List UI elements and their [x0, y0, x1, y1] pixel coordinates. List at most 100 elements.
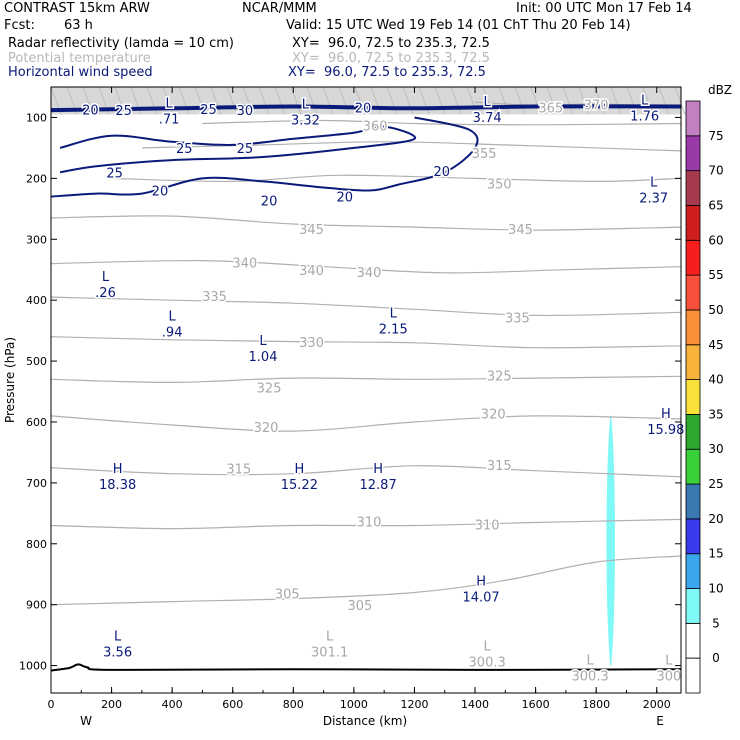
theta-label: 340 — [232, 257, 257, 272]
y-tick-label: 200 — [26, 172, 47, 185]
y-tick-label: 500 — [26, 355, 47, 368]
upper-band-hatch — [210, 86, 222, 115]
theta-label: 350 — [487, 177, 512, 192]
theta-label: 365 — [538, 101, 563, 116]
theta-label: 355 — [472, 147, 497, 162]
theta-labels: 370 365 360 355 350 345 345 340 340 340 335 335 330 3… — [201, 97, 610, 616]
theta-contour-345 — [50, 215, 682, 231]
x-tick-label: 400 — [162, 698, 183, 711]
extremum-type: L — [114, 629, 122, 644]
theta-label: 370 — [584, 98, 609, 113]
colorbar-tick-label: 60 — [708, 233, 723, 247]
extremum-type: H — [476, 574, 486, 589]
wind-label: 25 — [200, 103, 217, 118]
wind-label: 25 — [176, 142, 193, 157]
colorbar-box — [685, 414, 701, 450]
colorbar-box — [685, 135, 701, 172]
extremum-type: L — [302, 98, 310, 113]
x-right-endpoint: E — [656, 714, 664, 728]
theta-label: 340 — [357, 266, 382, 281]
extremum-value: 1.04 — [249, 350, 278, 365]
upper-band-hatch — [642, 86, 654, 115]
upper-band-hatch — [290, 86, 302, 115]
extremum-type: L — [326, 629, 334, 644]
extremum-value: 1.76 — [630, 109, 659, 124]
theta-label: 360 — [363, 120, 388, 135]
colorbar-box — [685, 239, 701, 276]
y-tick-label: 800 — [26, 538, 47, 551]
field-name-reflectivity: Radar reflectivity (lamda = 10 cm) — [8, 36, 234, 51]
extremum-value: .94 — [162, 326, 183, 341]
wind-label: 25 — [106, 166, 123, 181]
extremum-type: H — [373, 462, 383, 477]
colorbar-box — [685, 344, 701, 380]
theta-contour-305 — [50, 555, 682, 606]
valid-time: Valid: 15 UTC Wed 19 Feb 14 (01 ChT Thu … — [286, 18, 631, 33]
upper-band-hatch — [354, 86, 366, 115]
reflectivity-layer — [606, 415, 615, 666]
wind-contour-25 — [59, 125, 417, 174]
y-ticks: 100 200 300 400 500 600 700 800 900 1000 — [19, 111, 681, 673]
colorbar-box — [685, 205, 701, 241]
colorbar-box — [685, 448, 701, 485]
theta-label: 305 — [348, 599, 373, 614]
extremum-type: H — [294, 462, 304, 477]
colorbar-tick-label: 75 — [708, 129, 723, 143]
y-tick-label: 900 — [26, 599, 47, 612]
wind-label: 20 — [433, 165, 450, 180]
wind-label: 20 — [355, 102, 372, 117]
theta-label: 315 — [226, 462, 251, 477]
extremum-value: 300 — [656, 670, 681, 685]
axes-frame — [50, 86, 682, 694]
wind-labels: 20 25 25 30 20 25 25 25 20 20 20 20 — [81, 100, 452, 211]
field-name-wind: Horizontal wind speed — [8, 65, 153, 80]
upper-band-hatch — [194, 86, 206, 115]
wind-label: 20 — [261, 194, 278, 209]
x-tick-label: 1600 — [522, 698, 550, 711]
colorbar-tick-label: 30 — [708, 442, 723, 456]
forecast-label: Fcst: — [4, 18, 35, 33]
upper-band-hatch — [610, 86, 622, 115]
theta-contour-340 — [50, 259, 682, 274]
x-axis-label: Distance (km) — [323, 714, 407, 728]
extremum-type: L — [650, 176, 658, 191]
upper-band-hatch — [322, 86, 334, 115]
y-tick-label: 1000 — [19, 660, 47, 673]
colorbar-tick-label: 0 — [712, 651, 720, 665]
field-name-theta: Potential temperature — [8, 51, 151, 66]
extremum-value: 300.3 — [469, 656, 506, 671]
wind-contours — [50, 104, 682, 198]
field-xy-reflectivity: XY= 96.0, 72.5 to 235.3, 72.5 — [292, 36, 490, 51]
x-tick-label: 0 — [48, 698, 55, 711]
theta-label: 315 — [487, 459, 512, 474]
colorbar-tick-label: 25 — [708, 477, 723, 491]
x-tick-label: 800 — [283, 698, 304, 711]
x-tick-label: 1800 — [582, 698, 610, 711]
extremum-type: L — [641, 93, 649, 108]
extremum-value: .71 — [159, 112, 180, 127]
wind-label: 25 — [237, 142, 254, 157]
upper-band-hatch — [530, 86, 542, 115]
colorbar-tick-label: 55 — [708, 268, 723, 282]
field-xy-wind: XY= 96.0, 72.5 to 235.3, 72.5 — [288, 65, 486, 80]
wind-label: 30 — [237, 104, 254, 119]
upper-band-hatch — [258, 86, 270, 115]
theta-label: 310 — [475, 519, 500, 534]
theta-contour-320 — [50, 415, 682, 432]
colorbar-tick-label: 15 — [708, 547, 723, 561]
extremum-value: 14.07 — [462, 590, 499, 605]
field-xy-theta: XY= 96.0, 72.5 to 235.3, 72.5 — [292, 51, 490, 66]
extrema-labels: L.71L3.32L3.74L1.76L2.37L.26L.94L1.04L2.… — [94, 92, 686, 686]
x-tick-label: 600 — [222, 698, 243, 711]
extremum-value: 3.32 — [291, 114, 320, 129]
terrain-line — [50, 663, 682, 672]
theta-label: 305 — [275, 587, 300, 602]
upper-band-hatch — [498, 86, 510, 115]
colorbar-tick-label: 35 — [708, 407, 723, 421]
x-left-endpoint: W — [80, 714, 92, 728]
x-tick-label: 1000 — [340, 698, 368, 711]
upper-band-hatch — [466, 86, 478, 115]
upper-band-hatch — [482, 86, 494, 115]
upper-band-hatch — [514, 86, 526, 115]
y-tick-label: 400 — [26, 294, 47, 307]
